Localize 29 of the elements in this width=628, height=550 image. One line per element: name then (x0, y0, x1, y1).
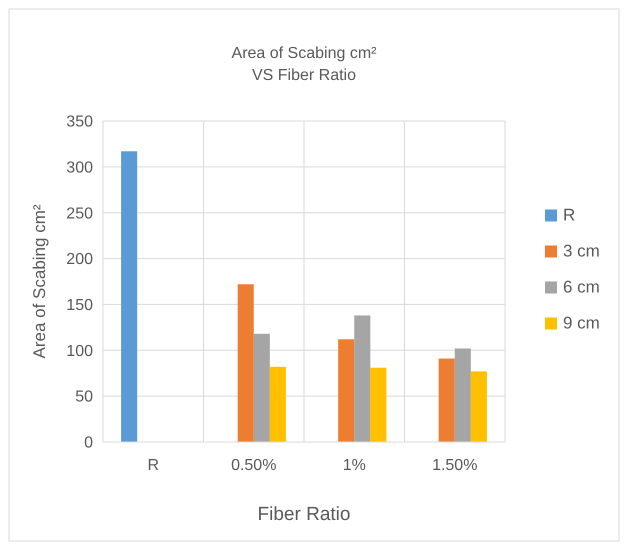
y-tick-label: 100 (66, 342, 94, 360)
y-axis-title: Area of Scabing cm² (30, 204, 49, 359)
legend-label: 3 cm (563, 241, 600, 260)
x-tick-label: 1% (342, 457, 366, 474)
bar (121, 151, 138, 442)
bar (370, 368, 386, 442)
legend-label: 6 cm (563, 277, 600, 296)
legend-label: 9 cm (563, 313, 600, 332)
y-tick-label: 300 (66, 159, 94, 176)
bar (354, 315, 370, 442)
y-tick-label: 200 (66, 251, 94, 268)
y-tick-label: 0 (84, 434, 94, 452)
y-tick-label: 250 (66, 205, 94, 222)
bar (254, 334, 270, 442)
y-tick-label: 150 (66, 297, 94, 314)
y-tick-label: 350 (66, 114, 94, 131)
x-tick-label: 1.50% (432, 457, 478, 474)
x-axis-title: Fiber Ratio (258, 504, 350, 525)
bar (438, 358, 455, 442)
bar (454, 348, 471, 442)
chart-title: Area of Scabing cm² VS Fiber Ratio (232, 45, 378, 84)
bar (470, 371, 487, 442)
x-tick-label: R (147, 457, 160, 474)
legend-label: R (563, 205, 576, 224)
y-tick-label: 50 (75, 388, 94, 406)
bar (238, 284, 254, 442)
bar (338, 339, 354, 442)
bar (270, 366, 286, 442)
x-tick-label: 0.50% (231, 457, 276, 474)
